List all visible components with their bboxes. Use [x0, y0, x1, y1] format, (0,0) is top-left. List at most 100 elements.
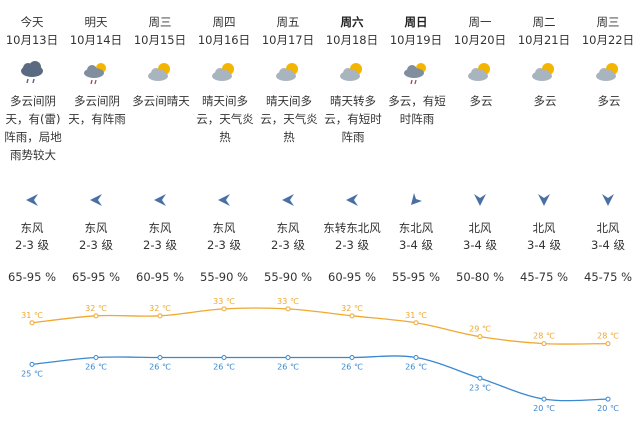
low-temp-label: 25 ℃: [21, 369, 43, 378]
low-temp-point: [157, 354, 163, 360]
wind-level: 3-4 级: [399, 238, 433, 252]
wind-direction: 东风: [84, 221, 108, 235]
humidity: 65-95 %: [8, 270, 56, 284]
weather-description: 多云: [469, 94, 493, 108]
high-temp-point: [541, 341, 547, 347]
sun-cloud-icon: [338, 60, 366, 86]
wind-level: 2-3 级: [335, 238, 369, 252]
weather-description: 晴天间多云，天气炎热: [260, 94, 318, 144]
low-temp-point: [413, 354, 419, 360]
low-temp-label: 26 ℃: [405, 362, 427, 371]
weather-description: 多云: [533, 94, 557, 108]
wind-arrow-icon: [536, 192, 552, 208]
sun-cloud-icon: [274, 60, 302, 86]
day-column: 周三 10月15日 多云间晴天 东风 2-3 级 60-95 %: [128, 0, 192, 300]
wind-direction: 东风: [148, 221, 172, 235]
low-temp-line: [31, 355, 609, 402]
high-temp-label: 32 ℃: [341, 304, 363, 313]
weather-description: 多云间阴天，有阵雨: [68, 94, 126, 126]
day-label: 周一: [468, 15, 492, 29]
low-temp-point: [93, 354, 99, 360]
day-label: 周六: [340, 15, 364, 29]
wind-direction: 东风: [276, 221, 300, 235]
sun-cloud-icon: [594, 60, 622, 86]
low-temp-point: [285, 354, 291, 360]
high-temp-point: [413, 320, 419, 326]
high-temp-point: [605, 341, 611, 347]
high-temp-point: [93, 313, 99, 319]
low-temp-point: [541, 396, 547, 402]
wind-arrow-icon: [152, 192, 168, 208]
low-temp-label: 26 ℃: [85, 362, 107, 371]
high-temp-label: 33 ℃: [277, 297, 299, 306]
cloud-rain-icon: [18, 60, 46, 86]
humidity: 55-95 %: [392, 270, 440, 284]
wind-direction: 北风: [468, 221, 492, 235]
day-label: 周四: [212, 15, 236, 29]
low-temp-label: 26 ℃: [149, 362, 171, 371]
high-temp-point: [29, 320, 35, 326]
date-label: 10月21日: [517, 33, 571, 47]
humidity: 60-95 %: [136, 270, 184, 284]
low-temp-point: [349, 354, 355, 360]
high-temp-label: 32 ℃: [85, 304, 107, 313]
wind-level: 3-4 级: [527, 238, 561, 252]
low-temp-label: 26 ℃: [277, 362, 299, 371]
day-column: 周日 10月19日 多云，有短时阵雨 东北风 3-4 级 55-95 %: [384, 0, 448, 300]
wind-direction: 东转东北风: [323, 221, 381, 235]
humidity: 50-80 %: [456, 270, 504, 284]
high-temp-label: 32 ℃: [149, 304, 171, 313]
humidity: 65-95 %: [72, 270, 120, 284]
day-label: 今天: [20, 15, 44, 29]
day-column: 周五 10月17日 晴天间多云，天气炎热 东风 2-3 级 55-90 %: [256, 0, 320, 300]
weather-description: 晴天间多云，天气炎热: [196, 94, 254, 144]
date-label: 10月22日: [581, 33, 635, 47]
low-temp-label: 26 ℃: [213, 362, 235, 371]
humidity: 45-75 %: [584, 270, 632, 284]
low-temp-point: [605, 396, 611, 402]
wind-level: 2-3 级: [15, 238, 49, 252]
day-label: 明天: [84, 15, 108, 29]
day-column: 周二 10月21日 多云 北风 3-4 级 45-75 %: [512, 0, 576, 300]
day-label: 周三: [148, 15, 172, 29]
wind-arrow-icon: [600, 192, 616, 208]
humidity: 45-75 %: [520, 270, 568, 284]
date-label: 10月18日: [325, 33, 379, 47]
date-label: 10月17日: [261, 33, 315, 47]
low-temp-label: 20 ℃: [533, 404, 555, 413]
day-column: 周一 10月20日 多云 北风 3-4 级 50-80 %: [448, 0, 512, 300]
high-temp-point: [477, 334, 483, 340]
wind-arrow-icon: [408, 192, 424, 208]
wind-level: 2-3 级: [143, 238, 177, 252]
low-temp-label: 20 ℃: [597, 404, 619, 413]
high-temp-label: 28 ℃: [597, 332, 619, 341]
cloud-sun-rain-icon: [82, 60, 110, 86]
low-temp-point: [29, 361, 35, 367]
high-temp-label: 31 ℃: [21, 311, 43, 320]
low-temp-label: 26 ℃: [341, 362, 363, 371]
day-column: 周三 10月22日 多云 北风 3-4 级 45-75 %: [576, 0, 640, 300]
date-label: 10月20日: [453, 33, 507, 47]
day-column: 明天 10月14日 多云间阴天，有阵雨 东风 2-3 级 65-95 %: [64, 0, 128, 300]
sun-cloud-icon: [210, 60, 238, 86]
date-label: 10月13日: [5, 33, 59, 47]
sun-cloud-icon: [530, 60, 558, 86]
low-temp-point: [221, 354, 227, 360]
high-temp-label: 31 ℃: [405, 311, 427, 320]
weather-description: 多云，有短时阵雨: [388, 94, 446, 126]
weather-description: 多云: [597, 94, 621, 108]
weather-description: 多云间阴天，有(雷)阵雨，局地雨势较大: [4, 94, 62, 162]
cloud-sun-rain-icon: [402, 60, 430, 86]
temperature-chart: 31 ℃ 32 ℃ 32 ℃ 33 ℃ 33 ℃ 32 ℃ 31 ℃ 29 ℃ 28 ℃ 28 ℃…: [21, 297, 619, 413]
high-temp-point: [349, 313, 355, 319]
date-label: 10月16日: [197, 33, 251, 47]
high-temp-point: [157, 313, 163, 319]
high-temp-label: 29 ℃: [469, 325, 491, 334]
wind-arrow-icon: [280, 192, 296, 208]
wind-arrow-icon: [24, 192, 40, 208]
high-temp-label: 28 ℃: [533, 332, 555, 341]
wind-level: 2-3 级: [207, 238, 241, 252]
wind-direction: 东北风: [398, 221, 434, 235]
sun-cloud-icon: [146, 60, 174, 86]
day-label: 周五: [276, 15, 300, 29]
